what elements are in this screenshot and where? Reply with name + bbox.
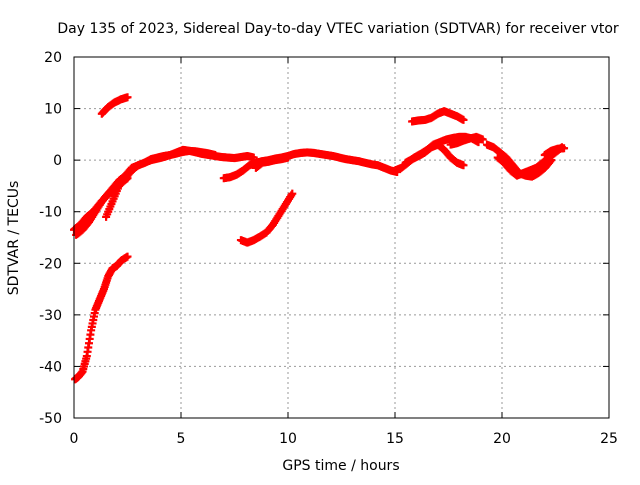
data-point xyxy=(459,161,468,170)
y-tick-label: -20 xyxy=(39,256,62,272)
series-arc-10 xyxy=(401,140,468,170)
y-tick-label: 20 xyxy=(44,50,62,66)
series-arc-16 xyxy=(76,171,130,232)
data-point xyxy=(123,93,132,102)
series-arc-2 xyxy=(71,252,132,384)
series-arc-8 xyxy=(251,153,292,172)
plot-frame xyxy=(73,56,610,419)
data-point xyxy=(560,144,569,153)
x-tick-label: 5 xyxy=(177,431,186,447)
series-arc-7 xyxy=(236,189,297,247)
y-axis-label: SDTVAR / TECUs xyxy=(6,181,22,296)
y-tick-label: -30 xyxy=(39,308,62,324)
x-axis-label: GPS time / hours xyxy=(282,458,399,474)
x-tick-label: 10 xyxy=(279,431,297,447)
data-points xyxy=(70,93,569,384)
series-arc-5 xyxy=(102,146,220,221)
series-arc-15 xyxy=(540,144,569,159)
grid xyxy=(74,57,609,418)
x-tick-label: 25 xyxy=(600,431,618,447)
y-tick-label: -50 xyxy=(39,411,62,427)
data-point xyxy=(284,153,292,162)
y-tick-label: -10 xyxy=(39,205,62,221)
x-tick-label: 0 xyxy=(70,431,79,447)
y-tick-label: 10 xyxy=(44,102,62,118)
series-arc-12 xyxy=(446,132,487,149)
data-point xyxy=(211,150,220,159)
x-tick-label: 15 xyxy=(386,431,404,447)
y-tick-label: 0 xyxy=(53,153,62,169)
data-point xyxy=(478,135,487,144)
chart-title: Day 135 of 2023, Sidereal Day-to-day VTE… xyxy=(57,21,619,37)
y-tick-label: -40 xyxy=(39,359,62,375)
data-point xyxy=(288,189,297,198)
data-point xyxy=(123,252,132,261)
data-point xyxy=(121,171,130,180)
series-arc-1 xyxy=(97,93,132,118)
series-arc-11 xyxy=(408,107,468,126)
data-point xyxy=(459,115,468,124)
axis-ticks xyxy=(73,56,610,419)
y-tick-labels: -50 -40 -30 -20 -10 0 10 20 xyxy=(39,50,62,427)
x-tick-labels: 0 5 10 15 20 25 xyxy=(70,431,618,447)
x-tick-label: 20 xyxy=(493,431,511,447)
